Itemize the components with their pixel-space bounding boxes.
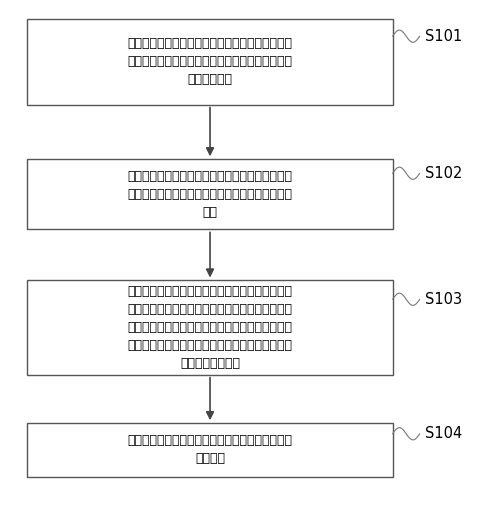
Text: 根据所述车辆的加速踏板的当前开度、所述第一比
较关系，以及所述自动变速箱的当前挡位与所述初
始目标挡位之间的第二比较关系，对所述初始目标
挡位进行调整，得到最终: 根据所述车辆的加速踏板的当前开度、所述第一比 较关系，以及所述自动变速箱的当前挡… xyxy=(128,285,292,370)
FancyBboxPatch shape xyxy=(27,159,393,230)
Text: S103: S103 xyxy=(425,292,462,307)
FancyBboxPatch shape xyxy=(27,19,393,105)
Text: S102: S102 xyxy=(425,166,462,181)
FancyBboxPatch shape xyxy=(27,423,393,476)
Text: S104: S104 xyxy=(425,426,462,441)
Text: 将所述自动变速箱从所述当前挡位切换至所述最终
目标挡位: 将所述自动变速箱从所述当前挡位切换至所述最终 目标挡位 xyxy=(128,434,292,466)
Text: 根据所述状态信息以及所述行驶环境信息确定所述
车辆的空载加速度以及载重加速度之间的第一比较
关系: 根据所述状态信息以及所述行驶环境信息确定所述 车辆的空载加速度以及载重加速度之间… xyxy=(128,170,292,219)
Text: S101: S101 xyxy=(425,29,462,44)
FancyBboxPatch shape xyxy=(27,281,393,375)
Text: 响应于获取到所述车辆的状态信息以及行驶环境信
息，根据两参数挡位规则，确定所述自动变速箱的
初始目标挡位: 响应于获取到所述车辆的状态信息以及行驶环境信 息，根据两参数挡位规则，确定所述自… xyxy=(128,38,292,87)
